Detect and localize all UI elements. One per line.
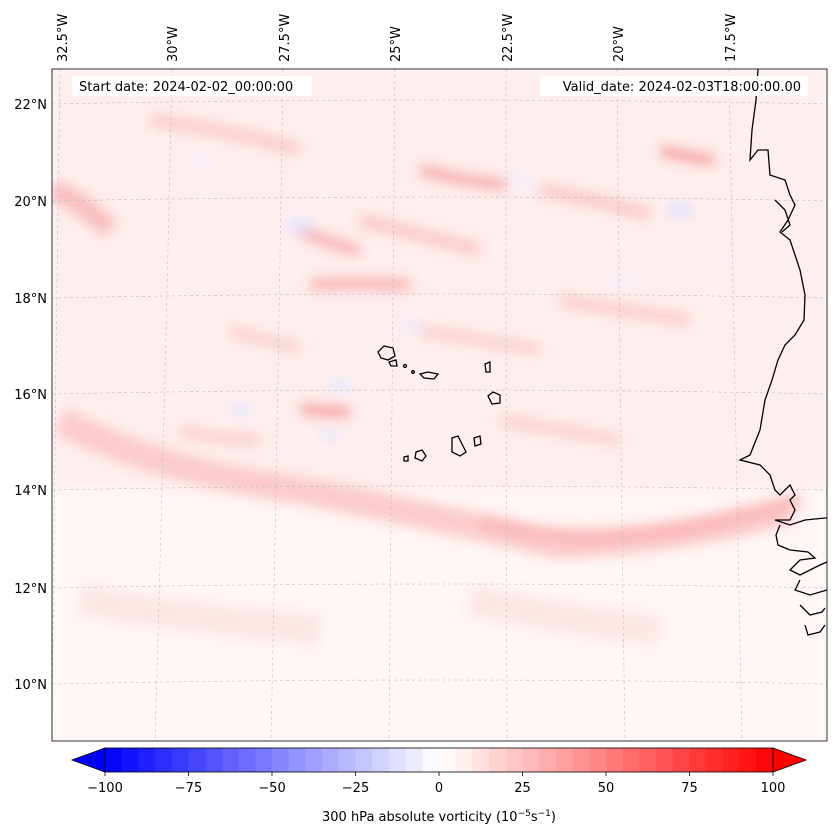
lon-label: 20°W [612, 26, 627, 62]
colorbar-segment [739, 748, 757, 772]
colorbar-segment [388, 748, 407, 772]
colorbar-segment [756, 748, 774, 772]
colorbar-segment [155, 748, 173, 772]
colorbar-segment [622, 748, 640, 772]
lon-label: 30°W [166, 26, 181, 62]
lon-label: 22.5°W [501, 14, 516, 62]
colorbar-segment [305, 748, 323, 772]
colorbar-segment [572, 748, 590, 772]
colorbar-tick-label: −75 [175, 781, 202, 796]
lon-label: 27.5°W [278, 14, 293, 62]
colorbar-tick-label: −100 [87, 781, 123, 796]
colorbar-segment [689, 748, 707, 772]
lat-label: 20°N [14, 195, 47, 210]
colorbar-segment [188, 748, 206, 772]
map-frame [51, 68, 828, 742]
lat-label: 10°N [14, 678, 47, 693]
colorbar-segment [121, 748, 139, 772]
colorbar-tick-label: 100 [761, 781, 786, 796]
latitude-labels: 22°N 20°N 18°N 16°N 14°N 12°N 10°N [14, 98, 47, 693]
colorbar-segment [539, 748, 557, 772]
lon-label: 32.5°W [56, 14, 71, 62]
colorbar-tick-label: −25 [342, 781, 369, 796]
valid-date-label: Valid_date: 2024-02-03T18:00:00.00 [563, 80, 801, 95]
colorbar-segment [138, 748, 156, 772]
colorbar-segments [105, 748, 774, 772]
colorbar-segment [439, 748, 457, 772]
lon-label: 25°W [389, 26, 404, 62]
colorbar-tick-label: 75 [681, 781, 698, 796]
colorbar-low-extend [70, 747, 106, 773]
colorbar-segment [639, 748, 657, 772]
colorbar-segment [322, 748, 340, 772]
colorbar-tick-labels: −100 −75 −50 −25 0 25 50 75 100 [87, 781, 785, 796]
colorbar-segment [455, 748, 473, 772]
colorbar-tick-label: 50 [598, 781, 615, 796]
lat-label: 14°N [14, 484, 47, 499]
cape-verde-islands [377, 345, 501, 462]
lat-label: 22°N [14, 98, 47, 113]
start-date-box [72, 76, 312, 96]
colorbar-segment [205, 748, 223, 772]
coastline [738, 69, 827, 636]
colorbar-segment [221, 748, 240, 772]
colorbar-segment [255, 748, 273, 772]
colorbar: −100 −75 −50 −25 0 25 50 75 100 300 hPa … [70, 747, 808, 825]
colorbar-segment [656, 748, 674, 772]
lat-label: 12°N [14, 582, 47, 597]
start-date-label: Start date: 2024-02-02_00:00:00 [79, 80, 293, 95]
colorbar-segment [505, 748, 523, 772]
colorbar-segment [105, 748, 123, 772]
colorbar-segment [522, 748, 540, 772]
colorbar-segment [589, 748, 607, 772]
lon-label: 17.5°W [724, 14, 739, 62]
colorbar-segment [606, 748, 624, 772]
colorbar-tick-label: −50 [258, 781, 285, 796]
colorbar-label: 300 hPa absolute vorticity (10−5s−1) [322, 809, 556, 825]
colorbar-segment [472, 748, 490, 772]
valid-date-box [540, 76, 808, 96]
colorbar-ticks [104, 772, 774, 776]
colorbar-segment [706, 748, 724, 772]
colorbar-tick-label: 0 [435, 781, 443, 796]
longitude-labels: 32.5°W 30°W 27.5°W 25°W 22.5°W 20°W 17.5… [56, 14, 739, 62]
colorbar-segment [272, 748, 290, 772]
colorbar-segment [372, 748, 390, 772]
colorbar-segment [338, 748, 356, 772]
colorbar-segment [489, 748, 507, 772]
gridlines [52, 69, 827, 741]
vorticity-field [52, 69, 827, 741]
colorbar-segment [422, 748, 440, 772]
colorbar-segment [722, 748, 741, 772]
colorbar-segment [171, 748, 189, 772]
colorbar-segment [555, 748, 574, 772]
colorbar-tick-label: 25 [514, 781, 531, 796]
colorbar-segment [672, 748, 690, 772]
lat-label: 18°N [14, 292, 47, 307]
colorbar-segment [238, 748, 256, 772]
colorbar-segment [405, 748, 423, 772]
colorbar-high-extend [772, 747, 808, 773]
lat-label: 16°N [14, 388, 47, 403]
colorbar-segment [288, 748, 306, 772]
colorbar-segment [355, 748, 373, 772]
